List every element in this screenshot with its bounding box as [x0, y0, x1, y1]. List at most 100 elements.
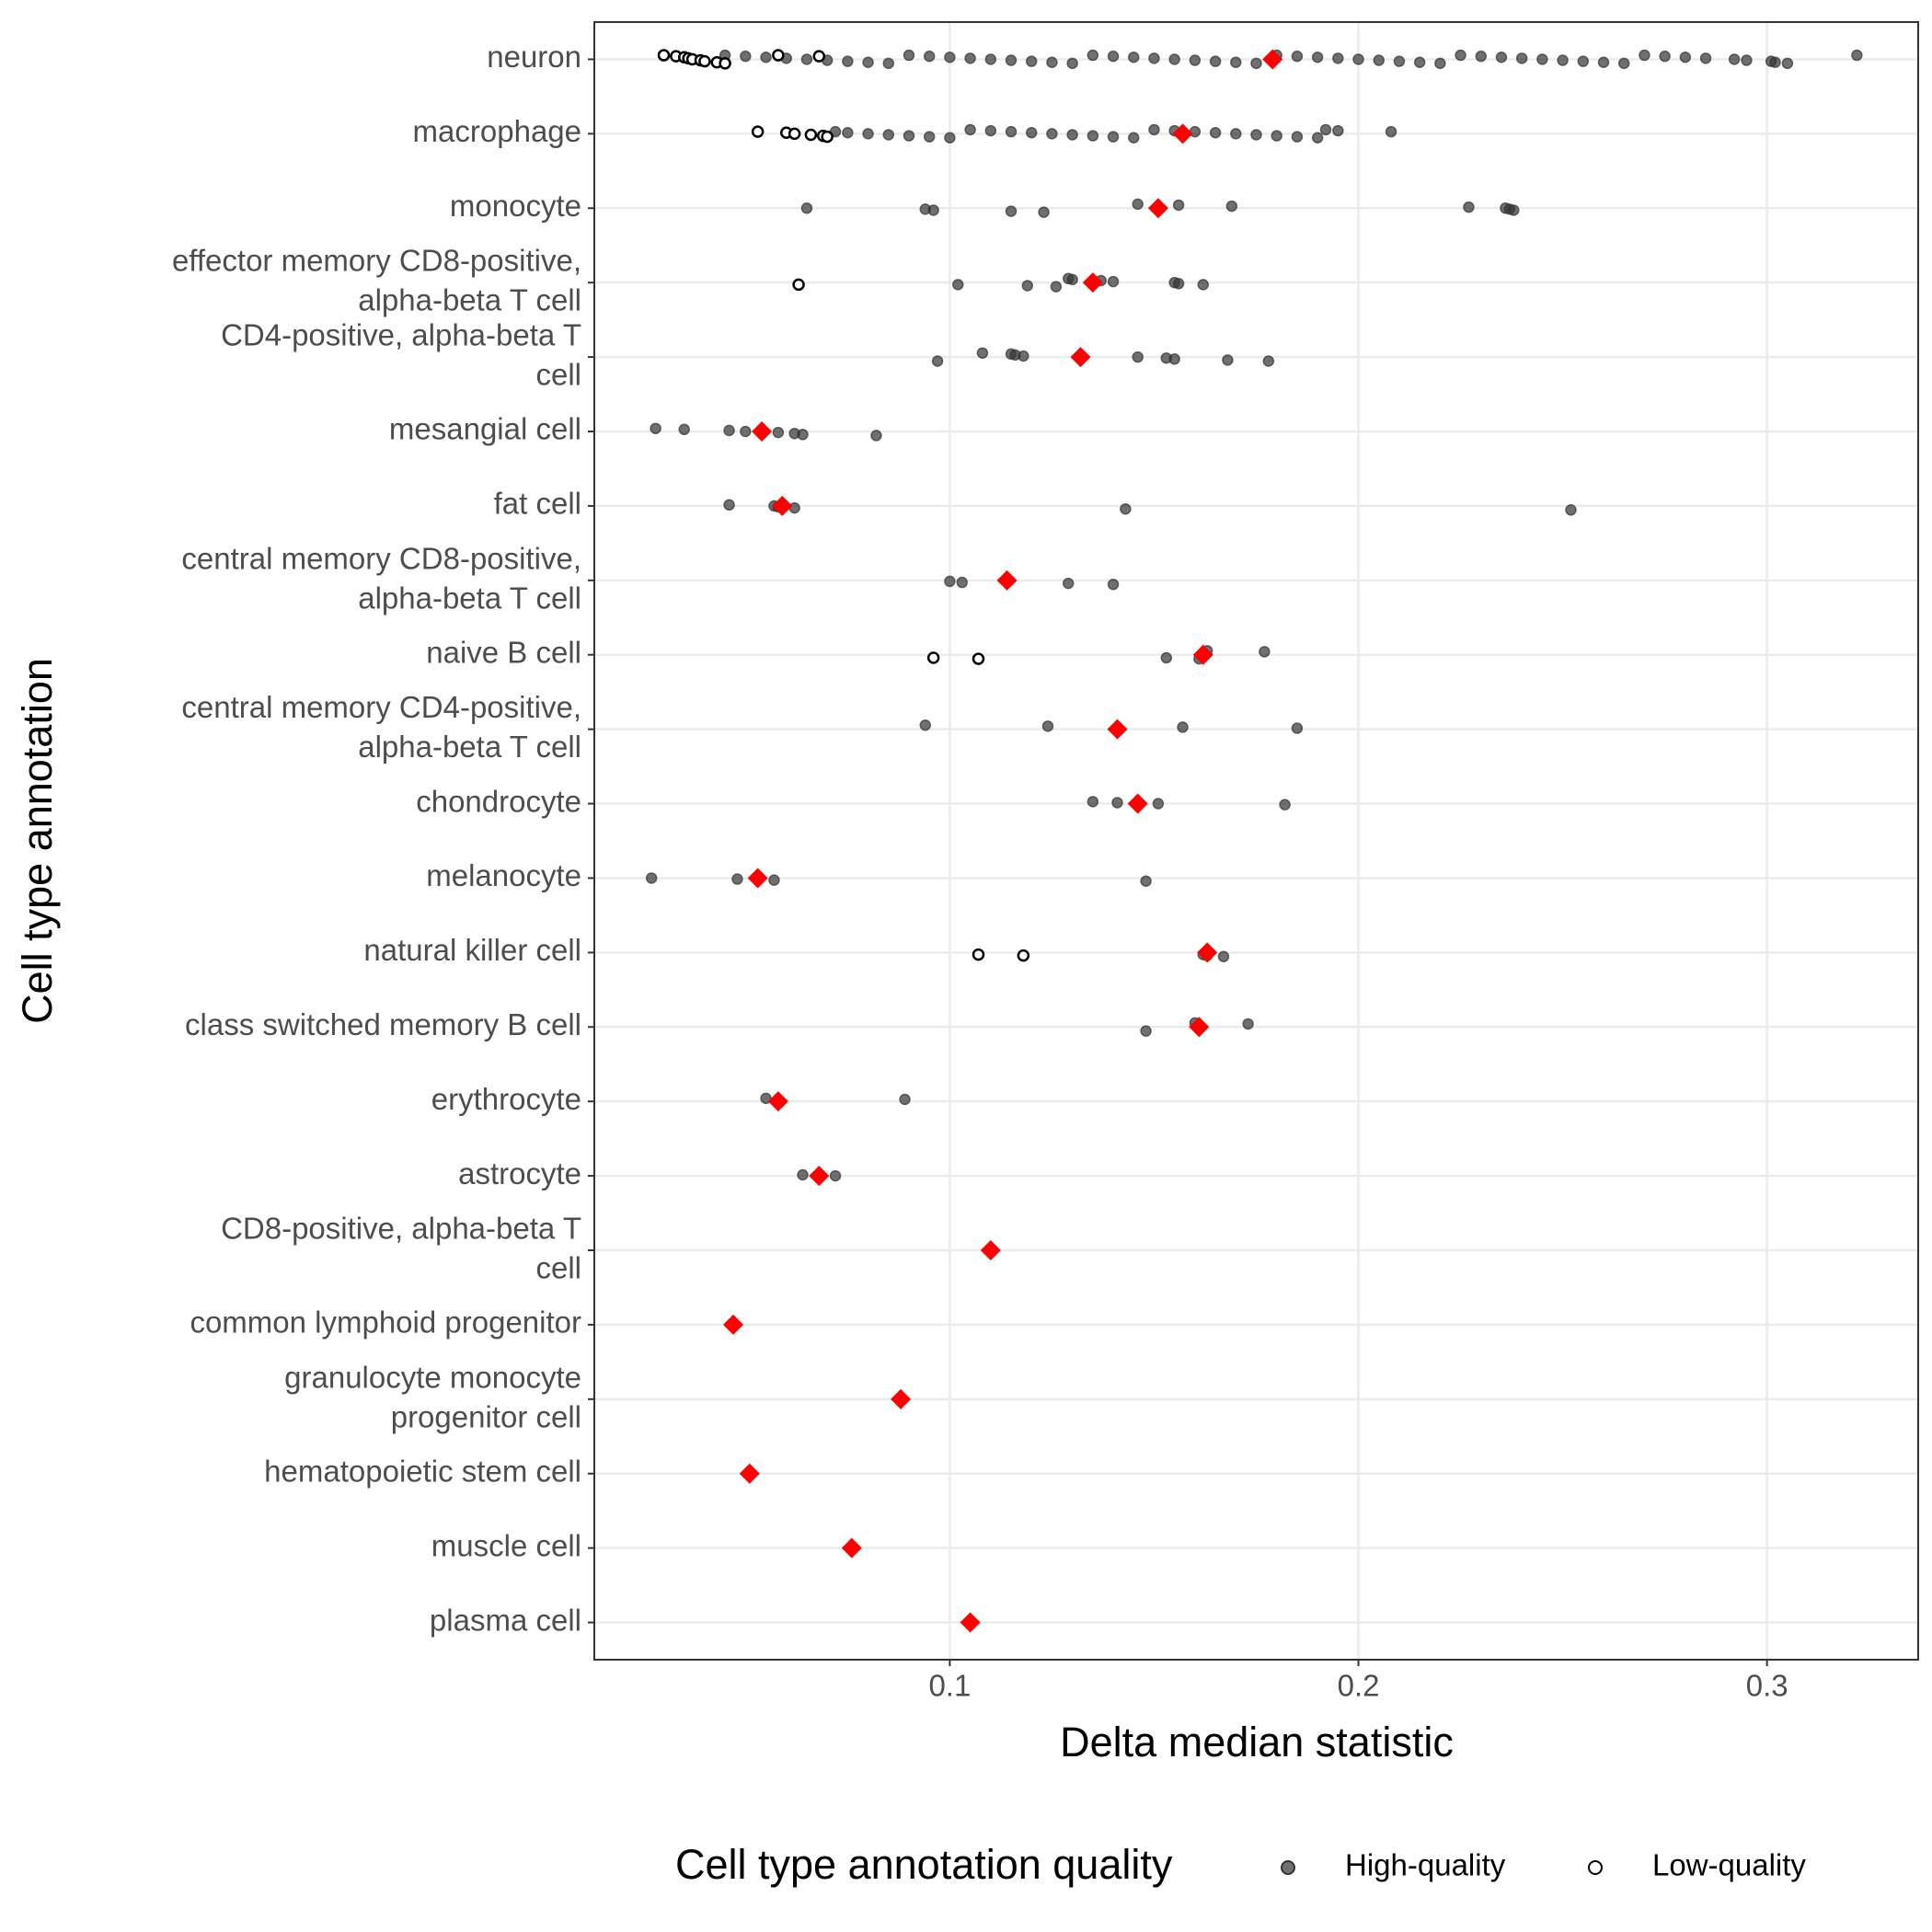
point — [1132, 351, 1144, 363]
point — [1005, 205, 1018, 217]
point — [1172, 278, 1185, 290]
point — [1107, 131, 1120, 143]
point — [1536, 53, 1548, 65]
point — [1107, 578, 1120, 591]
point — [1107, 275, 1120, 288]
point — [899, 1093, 911, 1106]
y-tick-label: class switched memory B cell — [185, 1007, 581, 1041]
legend-label: High-quality — [1345, 1848, 1506, 1882]
y-tick-label-line: alpha-beta T cell — [358, 581, 581, 615]
point — [740, 50, 752, 63]
point — [751, 125, 765, 138]
point — [1050, 281, 1063, 293]
y-tick-label-line: CD8-positive, alpha-beta T — [221, 1211, 581, 1245]
point — [1021, 280, 1034, 292]
point — [1242, 1018, 1254, 1030]
point — [842, 55, 854, 67]
point — [800, 53, 813, 65]
point — [1038, 206, 1050, 218]
point — [927, 204, 939, 216]
y-tick-label: granulocyte monocyte progenitor cell — [284, 1360, 581, 1433]
point — [719, 57, 731, 70]
median-marker — [723, 1314, 744, 1335]
point — [1291, 50, 1304, 63]
point — [1699, 52, 1712, 64]
point — [1148, 52, 1160, 64]
point — [923, 131, 936, 143]
y-tick-label: melanocyte — [426, 858, 581, 892]
median-marker — [1189, 1017, 1210, 1038]
point — [1189, 125, 1202, 138]
point — [1168, 353, 1180, 365]
point — [1225, 200, 1238, 213]
median-marker — [752, 421, 773, 442]
y-tick-label: naive B cell — [426, 635, 581, 669]
legend-title: Cell type annotation quality — [675, 1841, 1173, 1888]
point — [1311, 132, 1324, 144]
point — [870, 430, 882, 442]
point — [1259, 646, 1271, 658]
point — [1132, 198, 1144, 211]
point — [678, 423, 690, 436]
y-tick-label-line: progenitor cell — [391, 1399, 581, 1433]
point — [944, 52, 956, 63]
point — [1148, 123, 1160, 136]
y-tick-label-line: alpha-beta T cell — [358, 282, 581, 316]
point — [944, 575, 956, 588]
point — [1046, 128, 1058, 140]
point — [657, 49, 671, 62]
point — [788, 501, 800, 514]
point — [1463, 201, 1475, 213]
median-marker — [747, 868, 768, 889]
point — [1352, 53, 1364, 65]
point — [740, 425, 752, 438]
point — [1025, 55, 1038, 67]
y-tick-label: erythrocyte — [431, 1082, 581, 1116]
point — [1250, 57, 1262, 70]
point — [862, 56, 874, 69]
point — [1062, 577, 1075, 590]
point — [1279, 799, 1291, 811]
point — [1140, 1025, 1152, 1037]
point — [1018, 350, 1029, 362]
y-tick-label: macrophage — [413, 114, 581, 148]
point — [1041, 720, 1054, 732]
median-marker — [809, 1166, 830, 1187]
point — [1168, 53, 1180, 65]
point — [976, 347, 989, 359]
point — [903, 49, 915, 62]
point — [1189, 54, 1202, 66]
y-tick-label: neuron — [487, 40, 581, 74]
point — [1373, 54, 1385, 66]
y-axis-title: Cell type annotation — [14, 658, 61, 1024]
point — [1291, 722, 1304, 734]
point — [1128, 52, 1140, 63]
point — [931, 355, 944, 367]
point — [964, 123, 976, 136]
point — [1639, 49, 1650, 62]
point — [829, 1169, 842, 1182]
point — [1107, 50, 1120, 63]
point — [984, 53, 997, 65]
median-marker — [891, 1388, 912, 1409]
y-tick-label: natural killer cell — [363, 933, 581, 967]
point — [903, 130, 915, 142]
point — [952, 279, 964, 291]
point — [1728, 53, 1741, 65]
x-axis-title: Delta median statistic — [1060, 1719, 1454, 1765]
point — [1311, 52, 1324, 63]
y-tick-label: plasma cell — [430, 1603, 581, 1637]
point — [1128, 132, 1140, 144]
point — [1005, 54, 1018, 66]
point — [804, 128, 818, 142]
point — [1262, 355, 1275, 367]
median-marker — [1070, 347, 1091, 368]
point — [760, 1092, 772, 1105]
point — [1046, 56, 1058, 69]
point — [1434, 57, 1446, 70]
point — [788, 127, 801, 141]
point — [723, 499, 735, 512]
median-marker — [1172, 123, 1193, 144]
y-tick-label: chondrocyte — [416, 784, 581, 818]
